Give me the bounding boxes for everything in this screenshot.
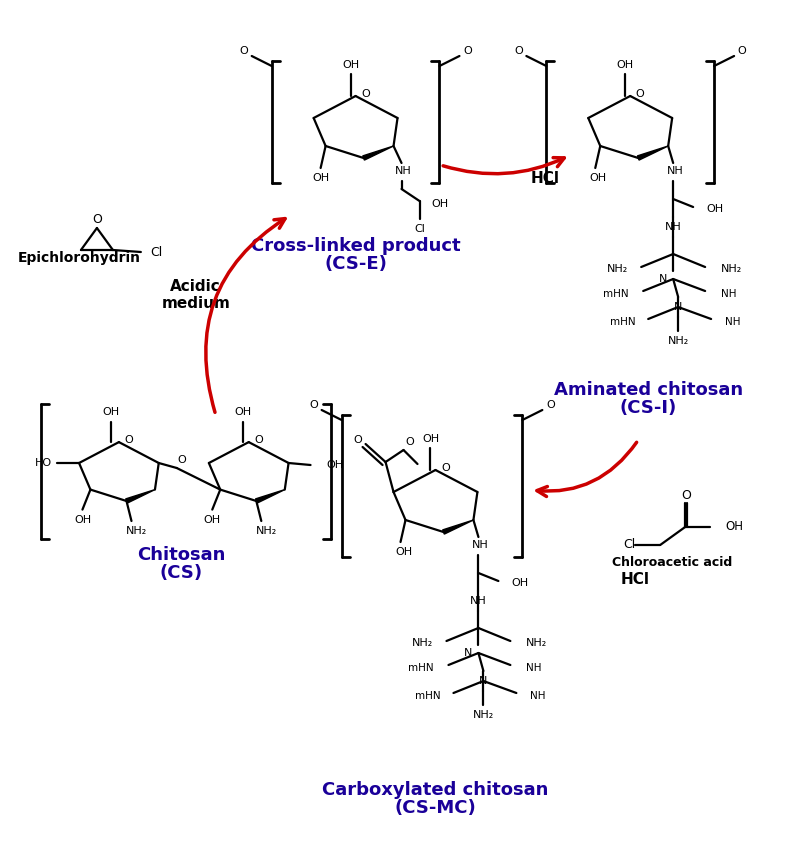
Text: OH: OH — [102, 408, 119, 417]
Polygon shape — [255, 490, 285, 503]
Text: (CS-I): (CS-I) — [619, 399, 677, 417]
Text: O: O — [178, 455, 186, 465]
Text: OH: OH — [590, 173, 607, 183]
Text: O: O — [636, 89, 645, 99]
Text: O: O — [361, 89, 370, 99]
Text: OH: OH — [422, 434, 439, 444]
Text: O: O — [92, 212, 102, 226]
Text: NH: NH — [725, 317, 741, 327]
Text: O: O — [514, 46, 522, 56]
Text: O: O — [738, 46, 746, 56]
Text: NH₂: NH₂ — [126, 526, 147, 536]
Text: O: O — [546, 400, 554, 410]
Text: NH: NH — [530, 691, 546, 701]
Text: mHN: mHN — [415, 691, 441, 701]
Text: HCl: HCl — [531, 171, 560, 185]
Polygon shape — [362, 146, 394, 160]
Text: OH: OH — [204, 514, 221, 525]
Text: mHN: mHN — [610, 317, 635, 327]
Text: NH₂: NH₂ — [256, 526, 277, 536]
Text: N: N — [479, 676, 488, 686]
Text: Cl: Cl — [623, 538, 635, 552]
Text: NH: NH — [666, 166, 683, 176]
Text: Epichlorohydrin: Epichlorohydrin — [18, 251, 141, 265]
Text: Cl: Cl — [414, 224, 425, 234]
Text: Chitosan: Chitosan — [137, 546, 225, 564]
Text: N: N — [659, 274, 667, 284]
Text: OH: OH — [342, 60, 359, 70]
Text: NH: NH — [470, 596, 486, 606]
Text: NH: NH — [395, 166, 412, 176]
Text: HO: HO — [34, 458, 52, 468]
Text: (CS): (CS) — [159, 564, 202, 582]
Text: NH₂: NH₂ — [412, 638, 434, 648]
Text: N: N — [464, 648, 473, 658]
Text: NH: NH — [721, 289, 737, 299]
Text: O: O — [310, 400, 318, 410]
Text: NH: NH — [526, 663, 542, 673]
Text: mHN: mHN — [602, 289, 628, 299]
Text: OH: OH — [617, 60, 634, 70]
Text: NH: NH — [472, 540, 489, 550]
Text: OH: OH — [395, 547, 412, 557]
Text: NH₂: NH₂ — [526, 638, 548, 648]
Text: Acidic
medium: Acidic medium — [162, 278, 230, 312]
Text: O: O — [463, 46, 472, 56]
Text: OH: OH — [725, 520, 743, 533]
Polygon shape — [126, 490, 155, 503]
Text: N: N — [674, 302, 682, 312]
Text: OH: OH — [74, 514, 91, 525]
Text: OH: OH — [234, 408, 251, 417]
Text: Chloroacetic acid: Chloroacetic acid — [612, 555, 732, 569]
Polygon shape — [638, 146, 668, 160]
Text: NH₂: NH₂ — [721, 264, 742, 274]
Text: O: O — [239, 46, 248, 56]
Text: NH₂: NH₂ — [607, 264, 628, 274]
Text: Aminated chitosan: Aminated chitosan — [554, 381, 742, 399]
Text: (CS-MC): (CS-MC) — [394, 799, 476, 817]
Text: OH: OH — [326, 460, 344, 470]
Text: Cl: Cl — [150, 245, 163, 258]
Text: mHN: mHN — [408, 663, 434, 673]
Text: OH: OH — [312, 173, 329, 183]
Text: NH: NH — [665, 222, 682, 232]
Text: Carboxylated chitosan: Carboxylated chitosan — [322, 781, 549, 799]
Text: O: O — [125, 435, 134, 445]
Text: HCl: HCl — [621, 572, 650, 588]
Text: O: O — [441, 463, 450, 473]
Polygon shape — [442, 520, 474, 534]
Text: O: O — [405, 437, 414, 447]
Text: NH₂: NH₂ — [473, 710, 494, 720]
Text: NH₂: NH₂ — [667, 336, 689, 346]
Text: O: O — [682, 488, 691, 502]
Text: O: O — [354, 435, 362, 445]
Text: (CS-E): (CS-E) — [324, 255, 387, 273]
Text: O: O — [254, 435, 263, 445]
Text: OH: OH — [431, 199, 449, 209]
Text: OH: OH — [706, 204, 723, 214]
Text: Cross-linked product: Cross-linked product — [250, 237, 460, 255]
Text: OH: OH — [511, 578, 529, 588]
